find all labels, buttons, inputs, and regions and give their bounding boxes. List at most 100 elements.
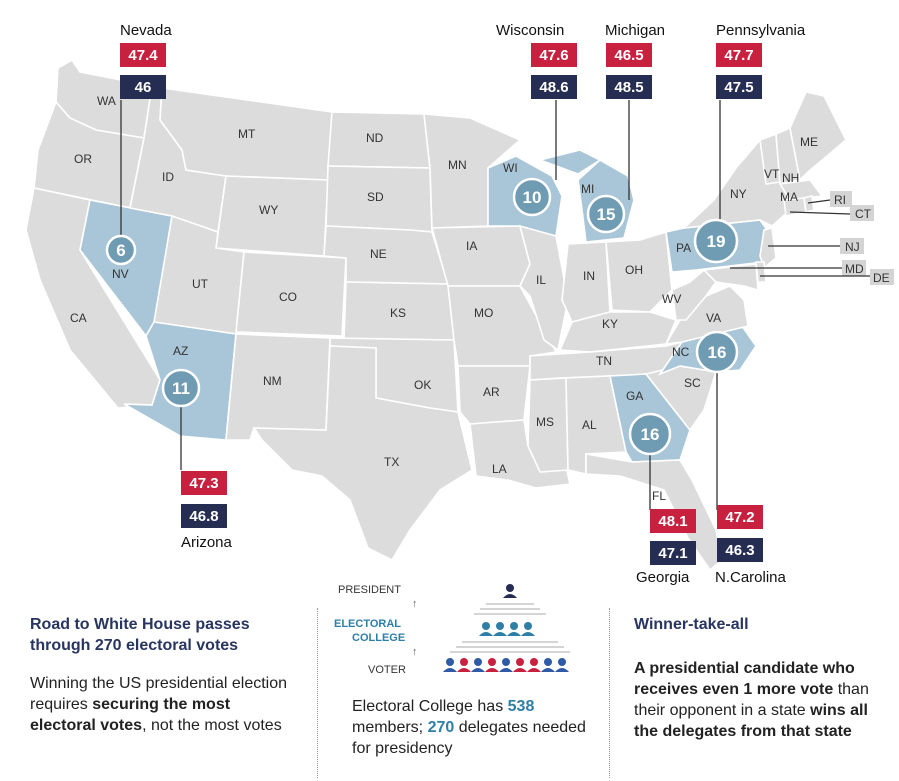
blue-value-michigan: 48.5: [614, 79, 643, 96]
state-ms[interactable]: [527, 377, 569, 473]
box-ri: [830, 191, 852, 207]
abbr-tx: TX: [384, 455, 399, 469]
red-box-pennsylvania: [716, 43, 762, 67]
electoral-circles: 6 10 15 19 11 16 16: [105, 177, 739, 456]
abbr-in: IN: [583, 269, 595, 283]
circle-wisconsin[interactable]: 10: [512, 177, 552, 217]
state-me[interactable]: [789, 91, 847, 182]
abbr-fl: FL: [652, 489, 666, 503]
red-value-pennsylvania: 47.7: [724, 47, 753, 64]
blue-value-nevada: 46: [135, 79, 152, 96]
circle-arizona[interactable]: 11: [161, 368, 201, 408]
divider-left: [317, 608, 318, 778]
circle-pennsylvania[interactable]: 19: [693, 218, 739, 264]
red-value-arizona: 47.3: [189, 475, 218, 492]
abbr-va: VA: [706, 311, 721, 325]
state-abbreviations: WA OR CA ID MT WY UT CO AZ NM ND SD NE K…: [70, 94, 894, 503]
abbr-mi: MI: [581, 182, 594, 196]
leader-ri: [807, 199, 831, 204]
right-panel: Winner-take-all A presidential candidate…: [634, 614, 884, 742]
abbr-ar: AR: [483, 385, 500, 399]
state-tx[interactable]: [252, 345, 473, 562]
name-georgia: Georgia: [636, 569, 690, 586]
red-value-georgia: 48.1: [658, 513, 687, 530]
abbr-id: ID: [162, 170, 174, 184]
abbr-ms: MS: [536, 415, 554, 429]
circle-georgia[interactable]: 16: [628, 412, 672, 456]
name-nevada: Nevada: [120, 22, 172, 39]
blue-box-ncarolina: [717, 538, 763, 562]
blue-value-georgia: 47.1: [658, 545, 687, 562]
state-nj[interactable]: [759, 227, 777, 270]
abbr-ma: MA: [780, 190, 798, 204]
abbr-or: OR: [74, 152, 92, 166]
box-nj: [840, 238, 864, 254]
label-electoral: ELECTORAL: [334, 618, 402, 630]
left-panel-body: Winning the US presidential election req…: [30, 675, 288, 734]
abbr-pa: PA: [676, 241, 691, 255]
abbr-mt: MT: [238, 127, 256, 141]
svg-text:16: 16: [641, 425, 660, 444]
red-value-wisconsin: 47.6: [539, 47, 568, 64]
blue-value-wisconsin: 48.6: [539, 79, 568, 96]
divider-right: [609, 608, 610, 778]
name-pennsylvania: Pennsylvania: [716, 22, 806, 39]
state-ia[interactable]: [430, 225, 531, 287]
abbr-ky: KY: [602, 317, 618, 331]
circle-ncarolina[interactable]: 16: [695, 330, 739, 374]
right-panel-body: A presidential candidate who receives ev…: [634, 660, 869, 740]
abbr-ny: NY: [730, 187, 747, 201]
blue-value-arizona: 46.8: [189, 508, 218, 525]
abbr-nv: NV: [112, 267, 129, 281]
red-box-michigan: [606, 43, 652, 67]
red-value-michigan: 46.5: [614, 47, 643, 64]
svg-text:11: 11: [172, 379, 190, 398]
abbr-mn: MN: [448, 158, 467, 172]
abbr-nj: NJ: [845, 240, 860, 254]
abbr-tn: TN: [596, 354, 612, 368]
state-il[interactable]: [518, 224, 569, 352]
state-ma[interactable]: [778, 179, 824, 201]
abbr-nh: NH: [782, 171, 799, 185]
abbr-ok: OK: [414, 378, 431, 392]
abbr-wa: WA: [97, 94, 116, 108]
name-arizona: Arizona: [181, 534, 233, 551]
label-voter: VOTER: [368, 664, 406, 676]
middle-panel-text: Electoral College has 538 members; 270 d…: [352, 698, 586, 757]
state-wv[interactable]: [671, 268, 718, 321]
abbr-az: AZ: [173, 344, 188, 358]
abbr-ks: KS: [390, 306, 406, 320]
abbr-nm: NM: [263, 374, 282, 388]
state-fl[interactable]: [585, 453, 723, 572]
state-ri[interactable]: [803, 195, 815, 213]
abbr-wi: WI: [503, 161, 518, 175]
box-de: [870, 269, 894, 285]
abbr-la: LA: [492, 462, 507, 476]
abbr-ga: GA: [626, 389, 643, 403]
svg-text:10: 10: [523, 188, 542, 207]
arrow-up-icon: ↑: [412, 598, 418, 610]
abbr-wy: WY: [259, 203, 278, 217]
abbr-wv: WV: [662, 292, 681, 306]
swing-leaders: [120, 100, 721, 510]
red-box-wisconsin: [531, 43, 577, 67]
abbr-ca: CA: [70, 311, 87, 325]
vote-boxes: Nevada 47.4 46 Wisconsin 47.6 48.6 Michi…: [120, 22, 806, 586]
circle-nevada[interactable]: 6: [105, 234, 137, 266]
state-de[interactable]: [755, 261, 767, 283]
abbr-co: CO: [279, 290, 297, 304]
blue-box-arizona: [181, 504, 227, 528]
circle-michigan[interactable]: 15: [586, 194, 626, 234]
abbr-ia: IA: [466, 239, 477, 253]
state-co[interactable]: [235, 251, 347, 337]
leader-ct: [789, 211, 851, 215]
svg-text:15: 15: [597, 205, 616, 224]
red-box-georgia: [650, 509, 696, 533]
abbr-vt: VT: [764, 167, 780, 181]
name-michigan: Michigan: [605, 22, 665, 39]
state-shapes: [25, 58, 847, 572]
blue-value-ncarolina: 46.3: [725, 542, 754, 559]
abbr-ne: NE: [370, 247, 387, 261]
blue-box-georgia: [650, 541, 696, 565]
abbr-al: AL: [582, 418, 597, 432]
